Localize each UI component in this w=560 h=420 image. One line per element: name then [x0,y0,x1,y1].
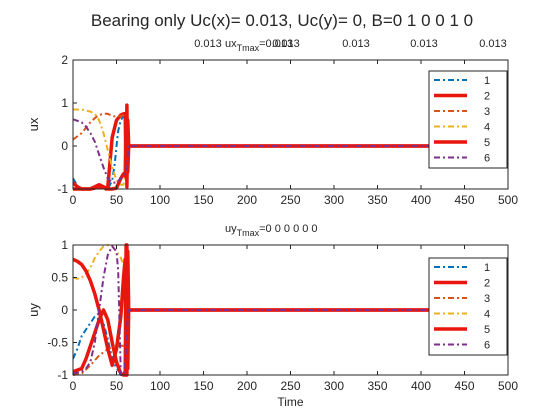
legend-label-1: 1 [484,262,490,274]
legend-label-3: 3 [484,293,490,305]
x-tick-label: 150 [193,193,213,207]
y-tick-label: 1 [61,238,68,252]
x-tick-label: 400 [411,379,431,393]
axes-2: 0 50 100 150 200 250 300 350 400 450 500 -1 -0.5 0 0.5… [26,223,518,409]
subtitle-value: 0.013 [479,38,507,50]
x-tick-label: 150 [193,379,213,393]
figure-title: Bearing only Uc(x)= 0.013, Uc(y)= 0, B=0… [91,11,473,30]
x-tick-label: 450 [454,193,474,207]
axes-1: 0 50 100 150 200 250 300 350 400 450 500-1012uxuxT… [26,38,518,207]
legend-label-2: 2 [484,278,490,290]
series-line-6 [73,118,508,184]
x-tick-label: 500 [498,379,518,393]
subtitle-value: 0.013 [272,38,300,50]
y-axis-label: uy [26,303,41,317]
x-tick-label: 350 [367,379,387,393]
y-tick-label: 2 [61,53,68,67]
x-tick-label: 200 [237,379,257,393]
x-tick-label: 0 [70,379,77,393]
y-tick-label: 0 [61,139,68,153]
x-tick-label: 400 [411,193,431,207]
legend: 1 2 3 4 5 6 [428,70,508,169]
x-tick-label: 50 [110,379,124,393]
y-tick-label: 0 [61,303,68,317]
legend-label-5: 5 [484,324,490,336]
subtitle-value: 0.013 [194,38,222,50]
x-tick-label: 100 [150,379,170,393]
x-axis-label: Time [277,395,304,409]
legend-box [428,70,508,169]
x-tick-label: 250 [280,193,300,207]
series-line-6 [73,245,508,376]
x-tick-label: 200 [237,193,257,207]
y-tick-label: -0.5 [47,336,68,350]
x-tick-label: 300 [324,379,344,393]
x-tick-label: 50 [110,193,124,207]
subtitle-value: 0.013 [410,38,438,50]
legend-label-3: 3 [484,106,490,118]
x-tick-label: 350 [367,193,387,207]
legend-label-5: 5 [484,137,490,149]
x-tick-label: 100 [150,193,170,207]
x-tick-label: 450 [454,379,474,393]
axes-layer: 0 50 100 150 200 250 300 350 400 450 500-1012uxuxT… [26,38,518,409]
axes-subtitle: uxTmax=0.013 [225,38,293,53]
legend: 1 2 3 4 5 6 [428,257,508,356]
x-tick-label: 500 [498,193,518,207]
subtitle-value: 0.013 [342,38,370,50]
y-tick-label: 0.5 [51,271,68,285]
y-axis-label: ux [26,117,41,131]
x-tick-label: 250 [280,379,300,393]
legend-label-6: 6 [484,153,490,165]
legend-label-4: 4 [484,309,490,321]
series-line-3 [73,309,508,376]
legend-label-4: 4 [484,122,490,134]
legend-label-1: 1 [484,75,490,87]
legend-box [428,257,508,356]
y-tick-label: 1 [61,96,68,110]
x-tick-label: 300 [324,193,344,207]
y-tick-label: -1 [57,368,68,382]
legend-label-2: 2 [484,91,490,103]
x-tick-label: 0 [70,193,77,207]
axes-subtitle: uyTmax=0 0 0 0 0 0 [225,223,318,238]
legend-label-6: 6 [484,340,490,352]
y-tick-label: -1 [57,182,68,196]
